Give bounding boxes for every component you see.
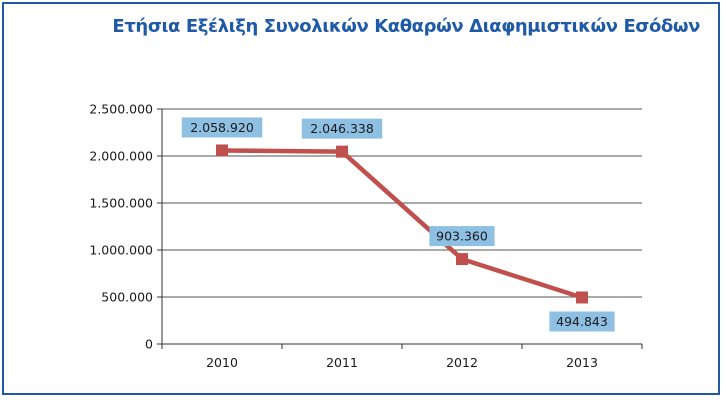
data-label: 2.058.920: [190, 120, 254, 135]
data-label: 2.046.338: [310, 121, 374, 136]
x-tick-label: 2011: [326, 355, 358, 370]
data-label: 903.360: [436, 229, 488, 244]
series-line: [221, 148, 583, 300]
data-label: 494.843: [556, 314, 608, 329]
data-label-box: [181, 117, 263, 138]
data-point-marker: [456, 253, 468, 266]
y-tick-label: 2.000.000: [89, 149, 153, 164]
x-tick-label: 2013: [566, 355, 598, 370]
y-tick-label: 1.500.000: [89, 196, 153, 211]
y-tick-label: 2.500.000: [89, 102, 153, 117]
y-tick-label: 500.000: [101, 290, 153, 305]
data-point-marker: [216, 144, 228, 157]
y-tick-label: 0: [145, 337, 153, 352]
data-label-box: [549, 311, 615, 332]
x-tick-label: 2012: [446, 355, 478, 370]
y-tick-label: 1.000.000: [89, 243, 153, 258]
data-point-marker: [336, 145, 348, 158]
x-tick-label: 2010: [206, 355, 238, 370]
data-label-box: [429, 226, 495, 247]
data-label-box: [301, 118, 383, 139]
chart-title: Ετήσια Εξέλιξη Συνολικών Καθαρών Διαφημι…: [112, 16, 700, 37]
data-point-marker: [576, 291, 588, 304]
